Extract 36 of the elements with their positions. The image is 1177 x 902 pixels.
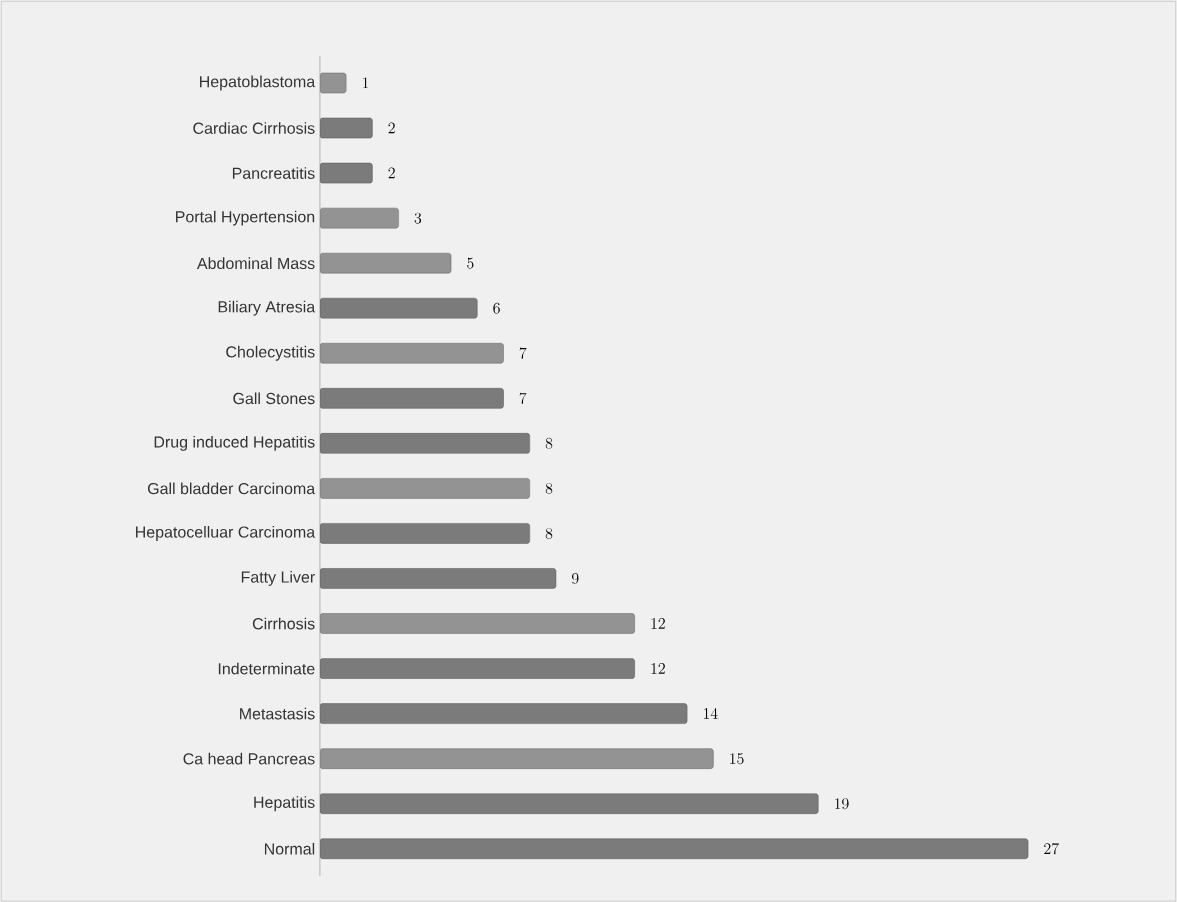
y-tick-label: Gall Stones [233,392,315,404]
data-label: 15 [730,752,744,764]
y-tick-label: Normal [264,842,315,855]
y-tick-label: Abdominal Mass [196,257,315,269]
data-label: 8 [545,437,553,449]
y-tick-label: Hepatocelluar Carcinoma [136,525,316,541]
y-tick-label: Fatty Liver [241,570,315,586]
data-label: 8 [545,527,553,539]
data-label: 6 [493,302,500,314]
data-label: 7 [519,347,527,359]
data-label: 3 [414,212,422,224]
y-tick-label: Hepatoblastoma [200,75,316,91]
y-tick-label: Ca head Pancreas [183,752,315,765]
y-tick-label: Cholecystitis [226,345,315,361]
data-label: 27 [1044,842,1059,855]
y-tick-label: Portal Hypertension [176,210,315,226]
data-label: 9 [571,572,579,584]
y-tick-label: Pancreatitis [232,167,315,179]
data-label: 12 [651,617,665,629]
data-label: 12 [651,662,665,674]
data-label: 19 [835,798,849,809]
data-label: 2 [388,122,395,134]
y-tick-label: Biliary Atresia [218,300,316,316]
y-tick-label: Drug induced Hepatitis [154,435,315,451]
data-label: 1 [362,77,369,88]
y-tick-label: Hepatitis [254,796,315,811]
data-label: 5 [467,257,474,269]
data-label: 2 [388,167,395,179]
y-tick-label: Cirrhosis [252,617,315,630]
y-tick-label: Indeterminate [218,662,315,675]
data-label: 8 [545,482,553,494]
data-label: 7 [519,392,527,404]
y-tick-label: Cardiac Cirrhosis [193,121,315,134]
y-tick-label: Gall bladder Carcinoma [147,482,316,495]
data-label: 14 [703,707,718,719]
y-tick-label: Metastasis [240,707,315,720]
